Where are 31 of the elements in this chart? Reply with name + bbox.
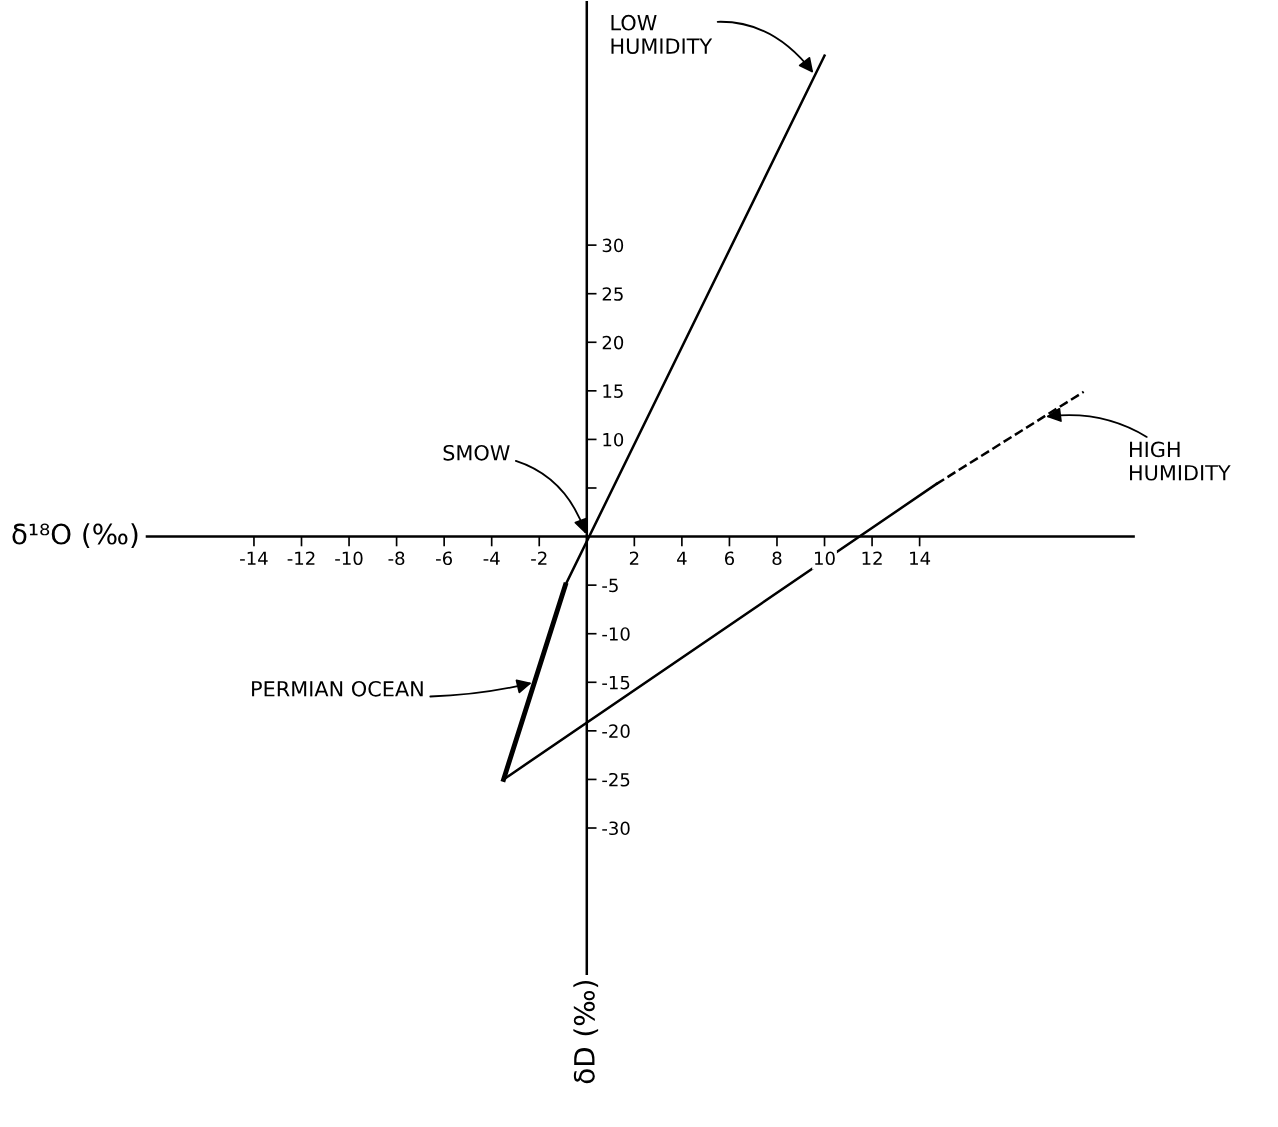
- y-tick-label: -10: [602, 627, 630, 641]
- y-tick-label: -20: [602, 724, 630, 738]
- y-tick-label: 10: [603, 432, 624, 447]
- x-tick-label: 10: [815, 551, 835, 566]
- x-tick-label: 12: [862, 551, 882, 565]
- y-tick-label: 25: [602, 287, 623, 301]
- x-tick-label: -2: [531, 551, 547, 565]
- y-tick-label: 20: [602, 335, 624, 350]
- x-tick-label: 4: [677, 551, 687, 565]
- x-tick-label: -12: [287, 551, 315, 565]
- x-axis-title: δ¹⁸O (‰): [12, 523, 138, 548]
- x-tick-label: -8: [388, 551, 405, 566]
- x-tick-label: -4: [483, 551, 500, 565]
- y-tick-label: -5: [602, 578, 618, 593]
- x-tick-label: -10: [335, 551, 363, 566]
- annotation: PERMIAN OCEAN: [252, 680, 423, 697]
- x-tick-label: -14: [240, 551, 268, 565]
- x-tick-label: 6: [724, 551, 735, 566]
- x-tick-label: 8: [772, 551, 782, 566]
- y-tick-label: -25: [602, 772, 630, 787]
- x-tick-label: 2: [629, 551, 639, 565]
- y-tick-label: 15: [603, 384, 623, 398]
- x-tick-label: -6: [436, 551, 453, 566]
- annotation: SMOW: [443, 444, 510, 461]
- y-tick-label: 30: [602, 238, 624, 253]
- y-tick-label: -30: [602, 821, 630, 836]
- annotation: LOW HUMIDITY: [611, 14, 713, 54]
- x-tick-label: 14: [910, 551, 931, 565]
- annotation: HIGH HUMIDITY: [1130, 441, 1231, 481]
- y-axis-title: δD (‰): [573, 980, 599, 1084]
- y-tick-label: -15: [602, 675, 630, 690]
